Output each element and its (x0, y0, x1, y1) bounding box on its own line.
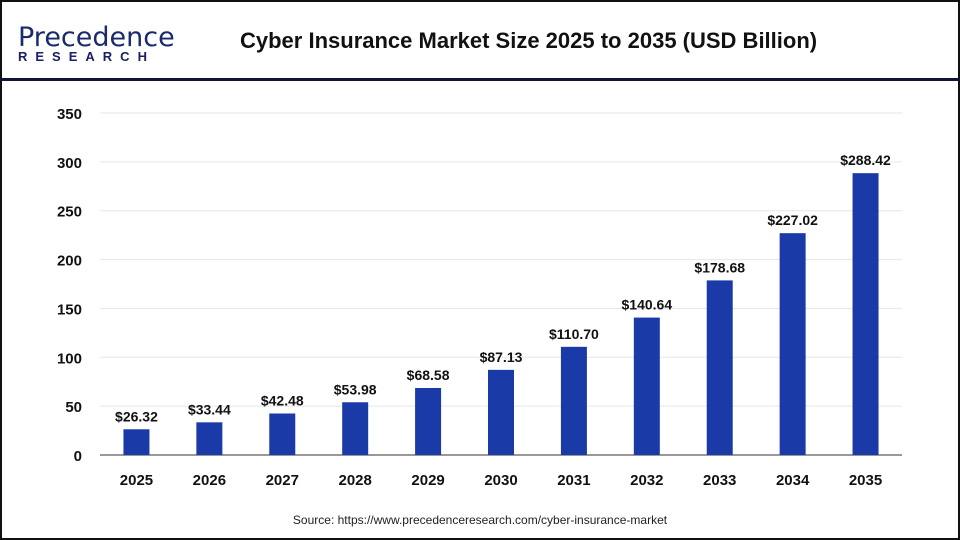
y-tick-label: 0 (74, 448, 82, 465)
y-tick-label: 350 (57, 106, 82, 123)
data-label: $33.44 (188, 401, 231, 417)
x-tick-label: 2032 (630, 472, 663, 489)
data-label: $42.48 (261, 392, 304, 408)
x-tick-label: 2028 (338, 472, 371, 489)
header: Precedence RESEARCH Cyber Insurance Mark… (0, 0, 960, 81)
logo-line1: Precedence (18, 22, 175, 53)
bar-2030 (488, 369, 514, 455)
source-text: Source: https://www.precedenceresearch.c… (292, 513, 668, 527)
bar-2031 (560, 346, 587, 455)
bar-2029 (415, 387, 442, 455)
bar-2032 (633, 317, 660, 455)
chart-title: Cyber Insurance Market Size 2025 to 2035… (240, 28, 818, 53)
x-tick-label: 2033 (703, 472, 736, 489)
bar-2027 (269, 413, 296, 455)
bar-2033 (706, 280, 733, 455)
bar-2026 (196, 422, 223, 455)
x-tick-label: 2029 (411, 472, 444, 489)
y-tick-label: 200 (57, 253, 82, 270)
y-tick-label: 300 (57, 155, 82, 172)
y-tick-label: 50 (65, 399, 82, 416)
x-tick-label: 2035 (849, 472, 882, 489)
bar-2035 (852, 173, 879, 455)
x-tick-label: 2030 (484, 472, 517, 489)
data-label: $178.68 (694, 259, 745, 275)
x-tick-label: 2025 (120, 472, 153, 489)
x-tick-label: 2026 (193, 472, 226, 489)
data-label: $227.02 (767, 212, 818, 228)
y-tick-label: 100 (57, 350, 82, 367)
data-label: $87.13 (480, 349, 523, 365)
logo-line2: RESEARCH (18, 49, 155, 64)
data-label: $140.64 (622, 297, 673, 313)
data-label: $288.42 (840, 152, 891, 168)
x-tick-label: 2027 (266, 472, 299, 489)
y-tick-label: 250 (57, 204, 82, 221)
x-tick-label: 2031 (557, 472, 590, 489)
data-label: $53.98 (334, 381, 377, 397)
logo: Precedence RESEARCH (18, 22, 175, 64)
bar-2034 (779, 233, 806, 455)
data-label: $26.32 (115, 408, 158, 424)
bar-2025 (123, 429, 150, 455)
data-label: $110.70 (549, 326, 599, 342)
x-tick-label: 2034 (776, 472, 810, 489)
y-tick-label: 150 (57, 301, 82, 318)
bar-2028 (342, 402, 369, 455)
data-label: $68.58 (407, 367, 450, 383)
